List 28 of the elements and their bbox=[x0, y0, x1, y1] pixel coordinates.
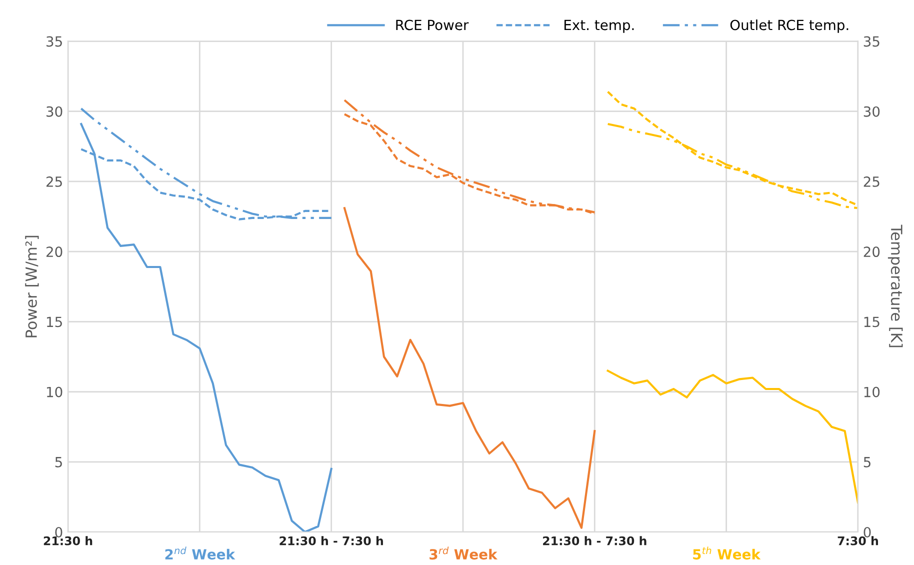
x-tick-label: 21:30 h bbox=[44, 536, 92, 546]
y-tick-label: 10 bbox=[46, 386, 62, 398]
x-tick-label: 7:30 h bbox=[838, 536, 878, 546]
y-tick-label: 20 bbox=[46, 246, 62, 258]
x-tick-label: 21:30 h - 7:30 h bbox=[543, 536, 646, 546]
y-tick-label: 35 bbox=[46, 36, 62, 47]
y2-tick-label: 10 bbox=[864, 386, 880, 398]
y-axis-title: Power [W/m²] bbox=[25, 236, 39, 338]
y2-tick-label: 15 bbox=[864, 316, 880, 328]
x-tick-label: 21:30 h - 7:30 h bbox=[280, 536, 383, 546]
y-tick-label: 15 bbox=[46, 316, 62, 328]
text: 5$^{th}$ Week bbox=[693, 546, 761, 560]
y2-tick-label: 30 bbox=[864, 106, 880, 117]
y-tick-label: 25 bbox=[46, 176, 62, 187]
y2-axis-title: Temperature [K] bbox=[888, 224, 903, 348]
y2-tick-label: 35 bbox=[864, 36, 880, 47]
text: 2$^{nd}$ Week bbox=[165, 546, 236, 560]
y2-tick-label: 25 bbox=[864, 176, 880, 187]
y-tick-label: 0 bbox=[55, 526, 62, 538]
legend-label: Ext. temp. bbox=[564, 20, 634, 33]
y-tick-label: 30 bbox=[46, 106, 62, 117]
y-tick-label: 5 bbox=[55, 457, 62, 468]
legend-label: Outlet RCE temp. bbox=[730, 19, 848, 33]
text: 3$^{rd}$ Week bbox=[430, 546, 498, 560]
y2-tick-label: 20 bbox=[864, 246, 880, 258]
y2-tick-label: 5 bbox=[864, 457, 870, 468]
y2-tick-label: 0 bbox=[864, 526, 871, 538]
legend-label: RCE Power bbox=[396, 20, 469, 30]
